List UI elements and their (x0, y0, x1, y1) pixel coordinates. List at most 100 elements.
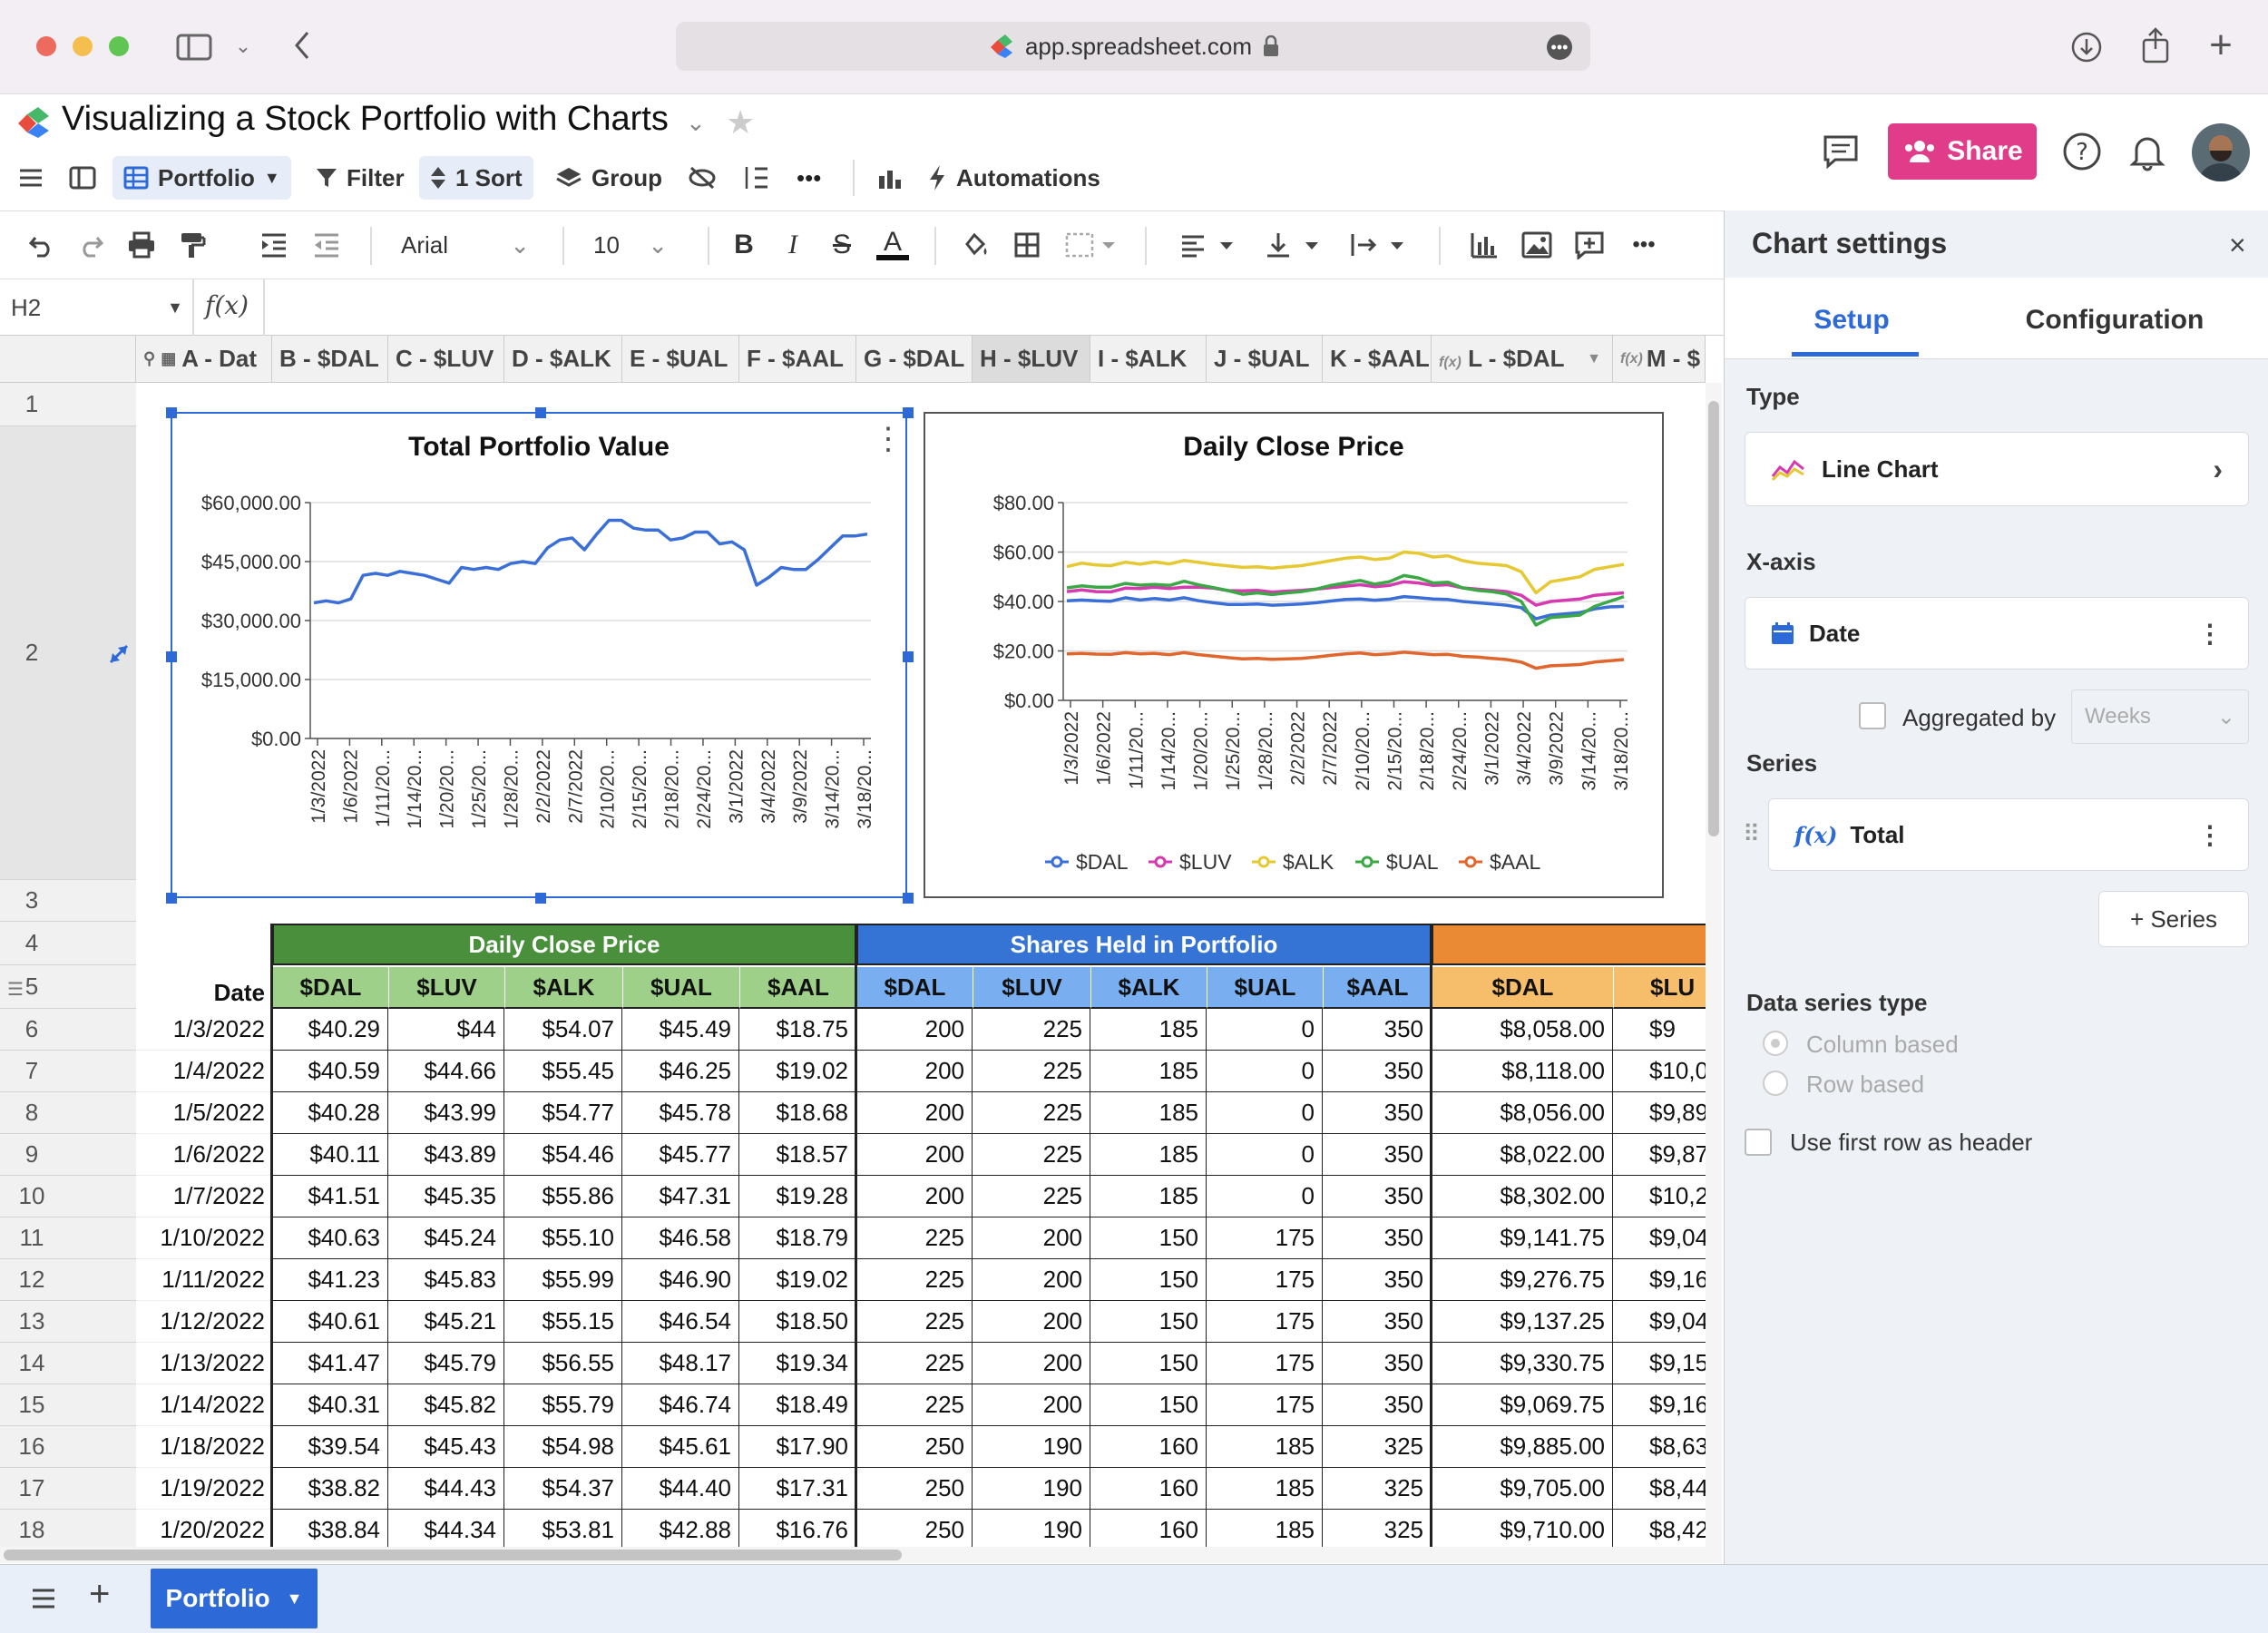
price-cell[interactable]: $41.23 (272, 1259, 388, 1301)
add-sheet-icon[interactable]: + (89, 1574, 111, 1614)
row-header[interactable]: 16 (0, 1426, 136, 1468)
price-cell[interactable]: $46.90 (622, 1259, 739, 1301)
shares-cell[interactable]: 185 (1090, 1051, 1207, 1092)
price-cell[interactable]: $47.31 (622, 1176, 739, 1217)
date-cell[interactable]: 1/14/2022 (136, 1384, 272, 1426)
shares-cell[interactable]: 185 (1207, 1426, 1323, 1468)
shares-cell[interactable]: 190 (973, 1468, 1090, 1510)
resize-handle[interactable] (166, 407, 177, 418)
shares-cell[interactable]: 175 (1207, 1217, 1323, 1259)
column-header-k[interactable]: K - $AAL (1323, 336, 1432, 383)
price-cell[interactable]: $41.47 (272, 1343, 388, 1384)
filter-button[interactable]: Filter (305, 156, 415, 200)
row-header[interactable]: 6 (0, 1009, 136, 1051)
price-cell[interactable]: $43.99 (388, 1092, 504, 1134)
resize-handle[interactable] (535, 893, 546, 904)
bold-icon[interactable]: B (734, 230, 754, 259)
tab-configuration[interactable]: Configuration (2025, 305, 2204, 335)
column-header-j[interactable]: J - $UAL (1207, 336, 1323, 383)
value-cell[interactable]: $9,069.75 (1432, 1384, 1613, 1426)
date-cell[interactable]: 1/4/2022 (136, 1051, 272, 1092)
chart-type-select[interactable]: Line Chart › (1745, 432, 2249, 506)
column-header-i[interactable]: I - $ALK (1090, 336, 1207, 383)
value-cell[interactable]: $9,276.75 (1432, 1259, 1613, 1301)
font-family-select[interactable]: Arial ⌄ (388, 227, 543, 263)
add-series-button[interactable]: + Series (2098, 891, 2249, 947)
borders-icon[interactable] (1009, 227, 1045, 263)
shares-cell[interactable]: 0 (1207, 1009, 1323, 1051)
price-cell[interactable]: $44.66 (388, 1051, 504, 1092)
shares-cell[interactable]: 225 (973, 1009, 1090, 1051)
column-header-g[interactable]: G - $DAL (856, 336, 973, 383)
shares-cell[interactable]: 200 (856, 1176, 973, 1217)
row-header[interactable]: 13 (0, 1301, 136, 1343)
price-cell[interactable]: $54.37 (504, 1468, 622, 1510)
text-wrap-icon[interactable] (1346, 227, 1415, 263)
price-cell[interactable]: $45.83 (388, 1259, 504, 1301)
shares-cell[interactable]: 250 (856, 1426, 973, 1468)
print-icon[interactable] (123, 227, 160, 263)
value-cell[interactable]: $9,04 (1613, 1217, 1706, 1259)
shares-cell[interactable]: 350 (1323, 1217, 1432, 1259)
price-cell[interactable]: $45.21 (388, 1301, 504, 1343)
column-header-f[interactable]: F - $AAL (739, 336, 856, 383)
horizontal-scrollbar[interactable] (0, 1547, 1722, 1563)
date-cell[interactable]: 1/19/2022 (136, 1468, 272, 1510)
fill-color-icon[interactable] (958, 227, 994, 263)
notifications-icon[interactable] (2126, 131, 2168, 172)
column-header-c[interactable]: C - $LUV (388, 336, 504, 383)
resize-handle[interactable] (903, 407, 914, 418)
price-cell[interactable]: $40.63 (272, 1217, 388, 1259)
resize-handle[interactable] (535, 407, 546, 418)
price-cell[interactable]: $54.46 (504, 1134, 622, 1176)
price-cell[interactable]: $38.84 (272, 1510, 388, 1547)
more-icon[interactable]: ••• (1547, 34, 1572, 60)
more-tools-icon[interactable]: ••• (1632, 232, 1656, 257)
column-header-d[interactable]: D - $ALK (504, 336, 622, 383)
select-all-corner[interactable] (0, 336, 136, 383)
name-box[interactable]: H2 ▼ (11, 292, 183, 323)
help-icon[interactable]: ? (2061, 131, 2103, 172)
shares-cell[interactable]: 350 (1323, 1051, 1432, 1092)
price-cell[interactable]: $18.75 (739, 1009, 856, 1051)
hide-fields-icon[interactable] (677, 156, 728, 200)
view-selector[interactable]: Portfolio ▼ (112, 156, 291, 200)
italic-icon[interactable]: I (788, 230, 797, 259)
price-cell[interactable]: $54.98 (504, 1426, 622, 1468)
shares-cell[interactable]: 225 (856, 1217, 973, 1259)
shares-cell[interactable]: 225 (856, 1343, 973, 1384)
price-cell[interactable]: $40.61 (272, 1301, 388, 1343)
price-cell[interactable]: $40.29 (272, 1009, 388, 1051)
aggregated-checkbox[interactable] (1859, 702, 1886, 729)
resize-handle[interactable] (903, 651, 914, 662)
shares-cell[interactable]: 350 (1323, 1259, 1432, 1301)
shares-cell[interactable]: 190 (973, 1426, 1090, 1468)
shares-cell[interactable]: 185 (1090, 1134, 1207, 1176)
value-cell[interactable]: $9,885.00 (1432, 1426, 1613, 1468)
chart-total-portfolio-value[interactable]: Total Portfolio Value $60,000.00 $45,000.0… (166, 407, 914, 904)
price-cell[interactable]: $55.86 (504, 1176, 622, 1217)
strikethrough-icon[interactable]: S (832, 230, 851, 259)
shares-cell[interactable]: 150 (1090, 1301, 1207, 1343)
sidebar-panel-icon[interactable] (58, 156, 107, 200)
shares-cell[interactable]: 200 (973, 1343, 1090, 1384)
minimize-window-button[interactable] (73, 36, 93, 56)
more-vertical-icon[interactable]: ⋮ (2197, 619, 2223, 648)
sort-button[interactable]: 1 Sort (419, 156, 533, 200)
shares-cell[interactable]: 185 (1207, 1468, 1323, 1510)
more-vertical-icon[interactable]: ⋮ (2197, 820, 2223, 849)
shares-cell[interactable]: 150 (1090, 1217, 1207, 1259)
date-cell[interactable]: 1/5/2022 (136, 1092, 272, 1134)
shares-cell[interactable]: 190 (973, 1510, 1090, 1547)
price-cell[interactable]: $40.11 (272, 1134, 388, 1176)
shares-cell[interactable]: 200 (856, 1092, 973, 1134)
new-tab-icon[interactable]: + (2209, 23, 2233, 67)
row-header[interactable]: 18 (0, 1510, 136, 1551)
price-cell[interactable]: $53.81 (504, 1510, 622, 1547)
column-based-radio[interactable] (1763, 1031, 1788, 1056)
price-cell[interactable]: $38.82 (272, 1468, 388, 1510)
expand-row-icon[interactable] (105, 640, 132, 672)
date-cell[interactable]: 1/10/2022 (136, 1217, 272, 1259)
price-cell[interactable]: $18.79 (739, 1217, 856, 1259)
row-header[interactable]: 17 (0, 1468, 136, 1510)
